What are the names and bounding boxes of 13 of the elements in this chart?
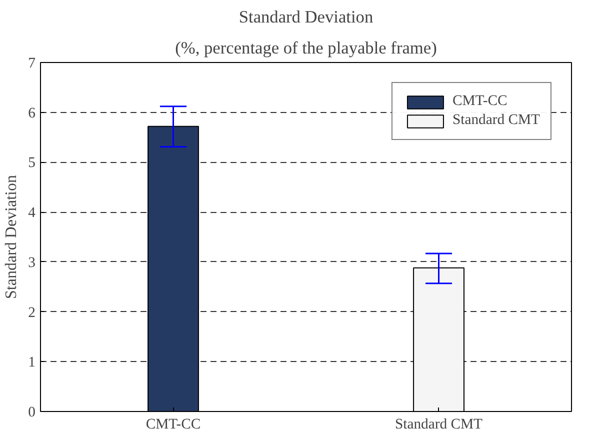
y-tick-label: 6 [28, 105, 36, 122]
y-tick-label: 3 [28, 254, 36, 271]
chart-subtitle: (%, percentage of the playable frame) [175, 38, 438, 58]
legend-label: CMT-CC [452, 93, 508, 110]
y-tick-label: 2 [28, 304, 36, 321]
y-axis-title: Standard Deviation [3, 175, 20, 299]
legend-label: Standard CMT [452, 112, 540, 129]
y-tick-label: 0 [28, 404, 36, 420]
y-tick-label: 5 [28, 155, 36, 172]
chart-title: Standard Deviation [238, 8, 374, 26]
y-tick-label: 1 [28, 354, 36, 371]
y-tick-label: 4 [28, 205, 36, 222]
y-tick-label: 7 [28, 56, 36, 72]
